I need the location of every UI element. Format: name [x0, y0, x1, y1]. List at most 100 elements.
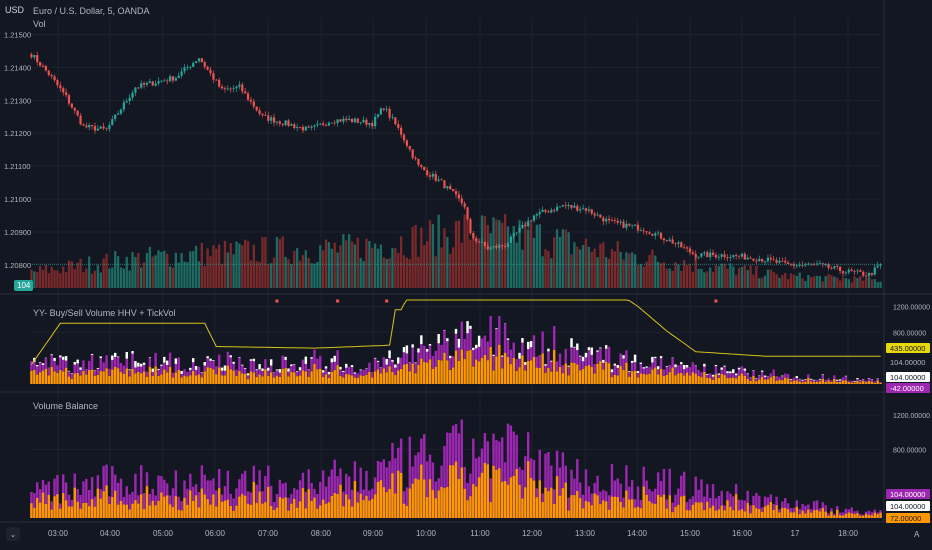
value-badge: 104.00000	[890, 373, 925, 382]
volume-bar	[180, 253, 183, 288]
balance-sell-bar	[319, 505, 322, 518]
volume-bar	[252, 244, 255, 288]
candle-body	[787, 262, 790, 264]
balance-buy-bar	[558, 467, 562, 518]
symbol-title[interactable]: Euro / U.S. Dollar, 5, OANDA	[33, 6, 150, 16]
sell-volume-bar	[391, 372, 394, 384]
buy-volume-bar	[238, 357, 241, 371]
candle-body	[867, 273, 871, 276]
tick-volume-bar	[241, 364, 244, 366]
buy-volume-bar	[639, 363, 643, 374]
volume-bar	[602, 242, 605, 288]
candle-body	[189, 66, 192, 68]
candle-body	[402, 134, 406, 141]
indicator-title-buy-sell[interactable]: YY- Buy/Sell Volume HHV + TickVol	[33, 308, 176, 318]
candle-body	[371, 123, 374, 127]
buy-volume-bar	[714, 366, 718, 375]
sell-volume-bar	[356, 377, 360, 384]
tick-volume-bar	[36, 364, 39, 367]
balance-sell-bar	[223, 500, 227, 518]
candle-body	[310, 126, 313, 128]
sell-volume-bar	[538, 367, 541, 384]
volume-bar	[116, 256, 120, 288]
balance-buy-bar	[177, 496, 180, 518]
balance-sell-bar	[290, 503, 293, 518]
balance-value-badge: 104.00000	[890, 490, 925, 499]
sell-volume-bar	[639, 373, 643, 384]
buy-volume-bar	[662, 369, 666, 376]
tick-volume-bar	[76, 359, 79, 364]
sell-volume-bar	[807, 377, 810, 384]
sell-volume-bar	[108, 375, 111, 384]
volume-bar	[789, 273, 793, 288]
sell-volume-bar	[437, 359, 440, 384]
tick-volume-bar	[633, 354, 637, 363]
sell-volume-bar	[674, 375, 677, 384]
candle-body	[677, 242, 680, 244]
volume-badge: 104	[14, 280, 34, 291]
sell-volume-bar	[148, 366, 152, 384]
sell-volume-bar	[838, 381, 842, 384]
indicator-tick-label: 800.00000	[893, 330, 926, 337]
sell-volume-bar	[864, 382, 868, 384]
tick-volume-bar	[310, 357, 313, 359]
volume-bar	[691, 271, 694, 288]
balance-sell-bar	[460, 467, 463, 518]
buy-volume-bar	[165, 365, 169, 373]
balance-sell-bar	[437, 490, 440, 518]
candle-body	[428, 175, 432, 177]
sell-volume-bar	[316, 369, 319, 384]
indicator-title-volume-balance[interactable]: Volume Balance	[33, 401, 99, 411]
value-badge-bg	[886, 383, 930, 393]
tick-volume-bar	[706, 374, 709, 375]
buy-volume-bar	[313, 349, 316, 365]
buy-volume-bar	[827, 378, 830, 381]
balance-sell-bar	[258, 491, 261, 518]
sell-volume-bar	[160, 374, 163, 384]
volume-bar	[304, 250, 307, 288]
balance-sell-bar	[154, 505, 157, 518]
tick-volume-bar	[41, 363, 45, 366]
tick-volume-bar	[587, 347, 591, 351]
volume-bar	[122, 268, 126, 288]
balance-sell-bar	[189, 490, 192, 518]
candle-body	[665, 240, 668, 242]
buy-volume-bar	[746, 374, 749, 379]
sell-volume-bar	[824, 381, 827, 384]
balance-sell-bar	[680, 496, 683, 518]
buy-volume-bar	[128, 370, 131, 377]
balance-sell-bar	[217, 488, 221, 518]
volume-bar	[743, 265, 746, 288]
candle-body	[264, 115, 267, 116]
sell-volume-bar	[128, 376, 131, 384]
tick-volume-bar	[67, 370, 71, 372]
sell-volume-bar	[119, 372, 123, 384]
sell-volume-bar	[87, 369, 91, 384]
volume-bar	[434, 256, 437, 288]
candle-body	[743, 253, 746, 260]
sell-volume-bar	[763, 379, 767, 384]
value-badge-bg	[886, 372, 930, 382]
balance-sell-bar	[873, 512, 876, 518]
candle-body	[431, 173, 434, 177]
balance-sell-bar	[368, 500, 371, 518]
candle-body	[469, 219, 472, 234]
candle-body	[651, 233, 654, 236]
volume-bar	[665, 268, 668, 288]
candle-body	[607, 218, 611, 221]
buy-volume-bar	[815, 380, 819, 382]
buy-volume-bar	[200, 372, 204, 378]
signal-marker	[336, 299, 340, 303]
buy-volume-bar	[41, 365, 45, 371]
tick-volume-bar	[526, 341, 530, 350]
tick-volume-bar	[656, 366, 660, 370]
buy-volume-bar	[321, 372, 325, 377]
balance-sell-bar	[801, 510, 804, 518]
volume-bar	[148, 246, 152, 288]
tick-volume-bar	[376, 360, 380, 362]
value-badge: -42.00000	[890, 384, 924, 393]
volume-bar	[532, 237, 536, 288]
candle-body	[703, 252, 706, 254]
candle-body	[683, 247, 686, 249]
volume-label[interactable]: Vol	[33, 19, 46, 29]
